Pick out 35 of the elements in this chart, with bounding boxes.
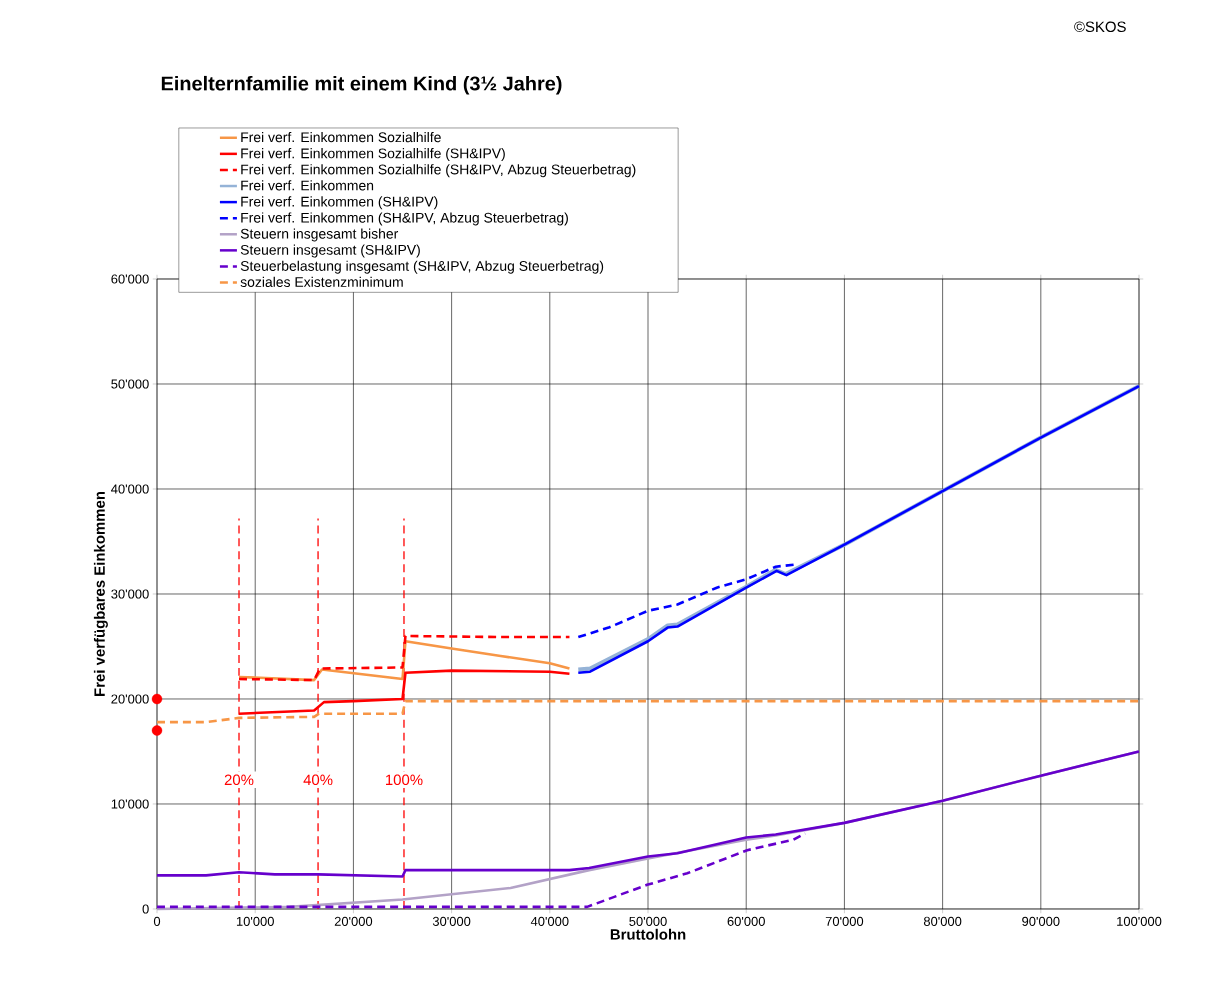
legend-label: soziales Existenzminimum	[240, 276, 403, 287]
legend-label: Frei verf. Einkommen Sozialhilfe (SH&IPV, Abzug Steuerbetrag)	[241, 164, 636, 178]
y-tick-label: 40'000	[111, 484, 149, 494]
y-tick-label: 20'000	[111, 694, 149, 704]
x-tick-label: 40'000	[530, 916, 569, 926]
annotation: 40%	[303, 774, 333, 786]
x-tick-label: 0	[153, 916, 161, 926]
x-tick-label: 100'000	[1117, 916, 1162, 926]
y-axis-title: Frei verfügbares Einkommen	[93, 491, 108, 696]
legend-label: Frei verf. Einkommen Sozialhilfe (SH&IPV)	[241, 148, 505, 162]
y-tick-label: 60'000	[111, 274, 149, 284]
legend-label: Frei verf. Einkommen (SH&IPV)	[241, 196, 438, 210]
legend-label: Frei verf. Einkommen	[241, 180, 374, 191]
x-tick-label: 30'000	[432, 916, 471, 926]
x-axis-title: Bruttolohn	[610, 928, 686, 940]
x-tick-label: 60'000	[727, 916, 765, 926]
annotation: 20%	[224, 774, 254, 786]
y-tick-label: 0	[142, 904, 149, 914]
x-tick-label: 10'000	[236, 916, 274, 926]
x-tick-label: 50'000	[629, 916, 667, 926]
x-tick-label: 90'000	[1022, 916, 1060, 926]
legend-label: Steuern insgesamt bisher	[240, 228, 399, 242]
y-tick-label: 30'000	[111, 589, 149, 599]
annotation: 100%	[386, 774, 423, 786]
legend-label: Steuerbelastung insgesamt (SH&IPV, Abzug Steuerbetrag)	[240, 260, 604, 274]
y-tick-label: 50'000	[111, 379, 149, 389]
legend-label: Frei verf. Einkommen (SH&IPV, Abzug Steuerbetrag)	[241, 212, 568, 226]
y-tick-label: 10'000	[111, 799, 149, 809]
legend-label: Steuern insgesamt (SH&IPV)	[240, 244, 420, 258]
text: ©SKOS	[1074, 21, 1126, 33]
x-tick-label: 20'000	[334, 916, 373, 926]
x-tick-label: 70'000	[825, 916, 864, 926]
legend-label: Frei verf. Einkommen Sozialhilfe	[241, 131, 441, 143]
chart-title: Einelternfamilie mit einem Kind (3½ Jahre)	[161, 75, 562, 95]
x-tick-label: 80'000	[923, 916, 962, 926]
